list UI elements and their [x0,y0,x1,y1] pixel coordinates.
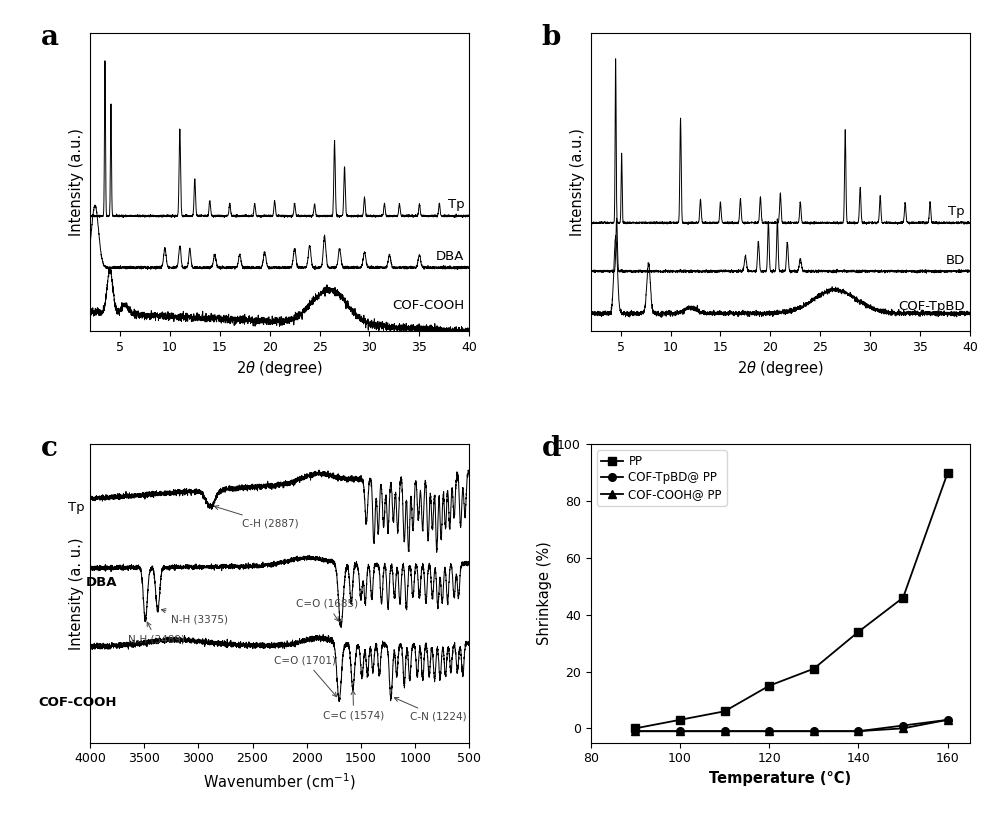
PP [629,724,641,734]
COF-TpBD@ PP [942,715,954,725]
X-axis label: Wavenumber (cm$^{-1}$): Wavenumber (cm$^{-1}$) [203,771,356,792]
COF-COOH@ PP [763,726,775,736]
Text: COF-COOH: COF-COOH [39,695,117,708]
Y-axis label: Intensity (a.u.): Intensity (a.u.) [69,128,84,236]
Line: PP: PP [631,469,952,732]
Text: N-H (3375): N-H (3375) [161,609,228,624]
COF-COOH@ PP [808,726,820,736]
Text: DBA: DBA [436,250,464,263]
COF-TpBD@ PP [674,726,686,736]
PP [897,592,909,602]
COF-TpBD@ PP [629,726,641,736]
Text: C=O (1685): C=O (1685) [296,599,358,621]
PP [719,707,731,716]
X-axis label: 2$\theta$ (degree): 2$\theta$ (degree) [737,359,824,378]
COF-TpBD@ PP [763,726,775,736]
COF-TpBD@ PP [808,726,820,736]
Line: COF-COOH@ PP: COF-COOH@ PP [631,716,952,735]
X-axis label: 2$\theta$ (degree): 2$\theta$ (degree) [236,359,323,378]
Text: a: a [41,24,59,51]
Text: COF-TpBD: COF-TpBD [898,300,965,313]
COF-TpBD@ PP [897,721,909,730]
Text: C=C (1574): C=C (1574) [323,690,384,721]
Text: DBA: DBA [86,576,117,589]
PP [763,681,775,690]
COF-COOH@ PP [852,726,864,736]
PP [852,627,864,636]
COF-COOH@ PP [942,715,954,725]
Y-axis label: Intensity (a. u.): Intensity (a. u.) [69,537,84,650]
COF-COOH@ PP [719,726,731,736]
Text: BD: BD [946,254,965,267]
Legend: PP, COF-TpBD@ PP, COF-COOH@ PP: PP, COF-TpBD@ PP, COF-COOH@ PP [597,450,727,506]
Text: COF-COOH: COF-COOH [392,299,464,313]
Text: b: b [541,24,561,51]
PP [942,468,954,477]
Text: C-H (2887): C-H (2887) [214,506,298,529]
Text: d: d [541,435,561,463]
COF-COOH@ PP [629,726,641,736]
Text: Tp: Tp [948,205,965,218]
X-axis label: Temperature (°C): Temperature (°C) [709,771,851,786]
Text: Tp: Tp [448,198,464,211]
Line: COF-TpBD@ PP: COF-TpBD@ PP [631,716,952,735]
COF-TpBD@ PP [852,726,864,736]
Text: N-H (3489): N-H (3489) [128,622,185,645]
COF-TpBD@ PP [719,726,731,736]
COF-COOH@ PP [897,724,909,734]
Y-axis label: Intensity (a.u.): Intensity (a.u.) [570,128,585,236]
PP [674,715,686,725]
PP [808,663,820,673]
Text: c: c [41,435,58,463]
Y-axis label: Shrinkage (%): Shrinkage (%) [537,542,552,645]
Text: Tp: Tp [68,501,85,514]
COF-COOH@ PP [674,726,686,736]
Text: C=O (1701): C=O (1701) [274,655,337,697]
Text: C-N (1224): C-N (1224) [394,698,466,722]
